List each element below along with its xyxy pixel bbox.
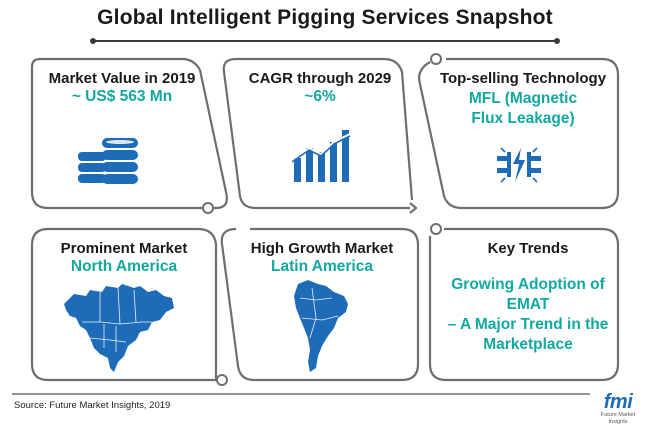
card-value-line-1: Growing Adoption of EMAT — [451, 276, 605, 313]
connector-ring-5 — [216, 374, 228, 386]
database-coins-icon — [78, 138, 138, 184]
card-value: ~6% — [304, 88, 336, 105]
card-high-growth-market: High Growth Market Latin America — [232, 240, 412, 277]
title-underline — [93, 40, 557, 42]
card-key-trends: Key Trends Growing Adoption of EMAT – A … — [430, 240, 626, 355]
logo-subtitle: Future Market Insights — [600, 412, 636, 425]
source-note: Source: Future Market Insights, 2019 — [14, 400, 171, 411]
card-frame-market-value — [30, 57, 228, 210]
card-label: Prominent Market — [60, 240, 188, 257]
card-label: Top-selling Technology — [439, 70, 607, 87]
page-title: Global Intelligent Pigging Services Snap… — [97, 6, 553, 29]
card-market-value: Market Value in 2019 ~ US$ 563 Mn — [32, 70, 212, 107]
card-frame-cagr — [222, 57, 414, 210]
north-america-map-icon — [64, 284, 174, 372]
title-rule-left-dot — [90, 38, 96, 44]
card-value: ~ US$ 563 Mn — [71, 88, 173, 105]
card-label: Market Value in 2019 — [48, 70, 196, 87]
card-value-line-2: – A Major Trend in the — [447, 316, 609, 333]
title-rule-right-dot — [554, 38, 560, 44]
card-prominent-market: Prominent Market North America — [32, 240, 216, 277]
card-value-line-2: Flux Leakage) — [471, 110, 575, 127]
card-technology: Top-selling Technology MFL (Magnetic Flu… — [428, 70, 618, 129]
card-label: CAGR through 2029 — [248, 70, 392, 87]
card-value-line-3: Marketplace — [483, 336, 573, 353]
card-frame-high-growth — [220, 227, 420, 382]
card-frame-technology — [418, 57, 620, 210]
card-cagr: CAGR through 2029 ~6% — [234, 70, 406, 107]
latin-america-map-icon — [294, 280, 348, 372]
connector-ring-3 — [430, 53, 442, 65]
card-value: North America — [70, 258, 178, 275]
card-frame-key-trends — [428, 227, 620, 382]
logo-mark: fmi — [603, 391, 633, 413]
growth-bar-chart-icon — [292, 130, 351, 182]
magnetic-flux-icon — [497, 147, 541, 183]
card-label: Key Trends — [487, 240, 569, 257]
connector-ring-1 — [202, 202, 214, 214]
fmi-logo: fmi Future Market Insights — [594, 392, 642, 426]
card-frame-prominent-market — [30, 227, 218, 382]
card-label: High Growth Market — [250, 240, 394, 257]
arrow-head-cagr — [409, 202, 418, 214]
card-value-line-1: MFL (Magnetic — [468, 90, 578, 107]
connector-ring-4 — [430, 223, 442, 235]
card-value: Latin America — [271, 258, 373, 275]
